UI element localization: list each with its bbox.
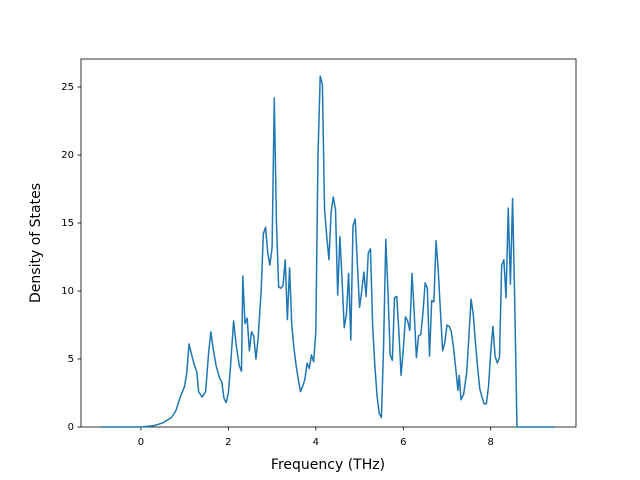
x-tick-label: 0: [138, 437, 144, 448]
y-axis-label: Density of States: [28, 183, 44, 303]
x-tick-label: 8: [488, 437, 494, 448]
x-tick-label: 6: [400, 437, 406, 448]
line-series: [101, 75, 555, 428]
y-tick-label: 25: [61, 82, 74, 93]
axes-frame: [80, 58, 577, 428]
x-tick-label: 2: [225, 437, 231, 448]
y-tick-label: 10: [61, 286, 74, 297]
x-axis-label: Frequency (THz): [271, 457, 385, 473]
y-tick-label: 5: [68, 354, 74, 365]
y-tick-label: 15: [61, 218, 74, 229]
y-tick-label: 20: [61, 150, 74, 161]
y-tick-label: 0: [68, 422, 74, 433]
x-tick-label: 4: [313, 437, 319, 448]
